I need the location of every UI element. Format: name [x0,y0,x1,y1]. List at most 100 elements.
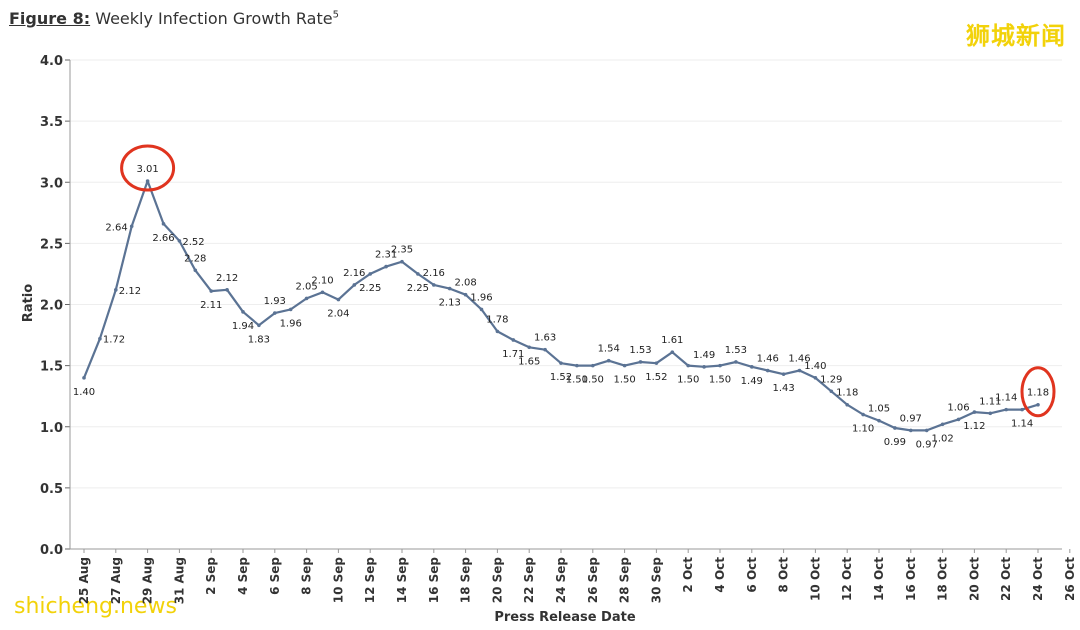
data-point [909,428,913,433]
x-tick-label: 25 Aug [77,557,91,604]
data-label: 1.14 [1011,419,1033,430]
highlight-circles [120,144,1056,418]
data-label: 2.25 [407,283,429,294]
data-point [750,365,754,369]
data-label: 1.65 [518,356,540,367]
data-label: 1.50 [709,375,731,386]
x-tick-label: 20 Oct [967,557,981,601]
x-tick-label: 4 Sep [236,557,250,595]
x-tick-label: 24 Sep [554,557,568,604]
data-label: 2.13 [439,298,461,309]
data-label: 1.50 [582,375,604,386]
data-point [654,361,659,365]
data-point [161,222,166,226]
x-tick-label: 10 Sep [331,557,345,604]
data-point [718,363,722,368]
data-point [670,350,675,354]
x-tick-label: 31 Aug [172,557,186,604]
y-tick-label: 2.0 [40,299,63,314]
data-point [241,310,245,314]
data-label: 2.64 [105,222,127,233]
data-point [416,272,420,276]
data-label: 2.11 [200,300,222,311]
data-point [177,239,182,243]
x-tick-label: 8 Sep [300,557,314,595]
y-tick-label: 0.0 [40,543,63,558]
data-label: 2.66 [152,233,174,244]
data-label: 1.54 [598,344,620,355]
data-label: 1.46 [757,354,779,365]
data-point [924,428,929,433]
data-point [543,347,547,352]
data-label: 1.78 [486,314,508,325]
data-label: 2.25 [359,283,381,294]
x-tick-label: 2 Oct [681,557,695,593]
data-label: 1.29 [820,374,842,385]
data-point [972,410,977,414]
data-point [861,412,865,417]
data-point [606,358,611,363]
data-point [288,307,293,312]
x-tick-label: 28 Sep [618,557,632,604]
y-tick-label: 4.0 [40,54,63,69]
data-point [813,376,818,380]
data-label: 1.53 [725,345,747,356]
data-point [479,307,484,312]
data-point [829,389,834,394]
data-labels: 1.40 1.72 2.12 2.64 3.01 2.66 2.52 2.28 2.11 2.12… [73,164,1049,450]
y-tick-label: 1.5 [40,360,63,375]
data-label: 1.12 [963,421,985,432]
data-point [877,418,881,423]
x-tick-label: 20 Sep [490,557,504,604]
x-tick-label: 18 Sep [459,557,473,604]
x-tick-label: 22 Sep [522,557,536,604]
data-label: 1.83 [248,334,270,345]
y-tick-label: 2.5 [40,237,63,252]
x-tick-label: 6 Oct [745,557,759,593]
x-tick-label: 8 Oct [777,557,791,593]
data-point [622,363,627,368]
data-point [400,259,404,264]
x-tick-label: 14 Sep [395,557,409,604]
highlight-circle [120,144,176,192]
y-tick-label: 3.0 [40,176,63,191]
data-point [82,376,86,380]
data-point [1004,407,1008,412]
data-point [145,179,150,183]
data-label: 2.16 [423,268,445,279]
data-label: 3.01 [136,164,158,175]
x-tick-label: 16 Oct [904,557,918,601]
x-tick-label: 18 Oct [936,557,950,601]
figure-title-text: Weekly Infection Growth Rate [95,9,333,28]
data-point [193,268,198,273]
data-point [797,368,802,373]
data-label: 1.06 [947,402,969,413]
data-point [209,289,213,293]
chart-series [82,179,1040,433]
data-label: 1.46 [788,354,810,365]
data-label: 0.99 [884,437,906,448]
x-tick-label: 6 Sep [268,557,282,595]
y-tick-label: 1.0 [40,421,63,436]
data-point [273,311,277,315]
x-tick-label: 26 Oct [1063,557,1077,601]
data-label: 0.97 [916,439,938,450]
data-label: 1.11 [979,396,1001,407]
watermark-logo-top: 狮城新闻 [966,22,1066,50]
y-tick-label: 3.5 [40,115,63,130]
data-label: 1.49 [693,350,715,361]
x-axis: 25 Aug 27 Aug 29 Aug 31 Aug 2 Sep 4 Sep 6 Sep 8… [70,548,1077,604]
x-tick-label: 12 Sep [363,557,377,604]
data-point [527,345,531,350]
x-axis-label: Press Release Date [494,610,635,625]
x-tick-label: 30 Sep [649,557,663,604]
data-label: 1.61 [661,335,683,346]
data-label: 2.12 [119,286,141,297]
data-label: 1.02 [931,433,953,444]
data-label: 1.53 [629,345,651,356]
data-label: 2.35 [391,245,413,256]
data-label: 1.40 [73,387,95,398]
x-tick-label: 10 Oct [808,557,822,601]
data-point [463,292,468,297]
y-tick-label: 0.5 [40,482,63,497]
